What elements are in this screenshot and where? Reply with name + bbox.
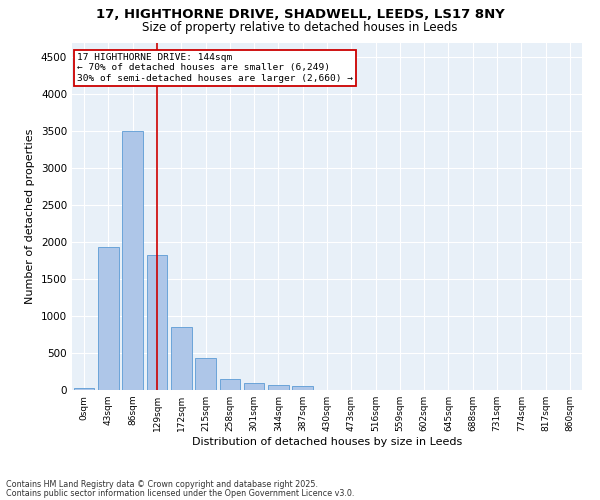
Bar xyxy=(195,358,216,390)
Text: Size of property relative to detached houses in Leeds: Size of property relative to detached ho… xyxy=(142,21,458,34)
Bar xyxy=(292,386,313,390)
Bar xyxy=(244,382,265,390)
Y-axis label: Number of detached properties: Number of detached properties xyxy=(25,128,35,304)
X-axis label: Distribution of detached houses by size in Leeds: Distribution of detached houses by size … xyxy=(192,437,462,447)
Text: Contains HM Land Registry data © Crown copyright and database right 2025.: Contains HM Land Registry data © Crown c… xyxy=(6,480,318,489)
Bar xyxy=(146,256,167,390)
Text: 17, HIGHTHORNE DRIVE, SHADWELL, LEEDS, LS17 8NY: 17, HIGHTHORNE DRIVE, SHADWELL, LEEDS, L… xyxy=(95,8,505,20)
Bar xyxy=(268,385,289,390)
Bar xyxy=(220,378,240,390)
Bar xyxy=(98,248,119,390)
Text: 17 HIGHTHORNE DRIVE: 144sqm
← 70% of detached houses are smaller (6,249)
30% of : 17 HIGHTHORNE DRIVE: 144sqm ← 70% of det… xyxy=(77,53,353,82)
Bar xyxy=(74,388,94,390)
Bar xyxy=(122,131,143,390)
Text: Contains public sector information licensed under the Open Government Licence v3: Contains public sector information licen… xyxy=(6,488,355,498)
Bar xyxy=(171,327,191,390)
